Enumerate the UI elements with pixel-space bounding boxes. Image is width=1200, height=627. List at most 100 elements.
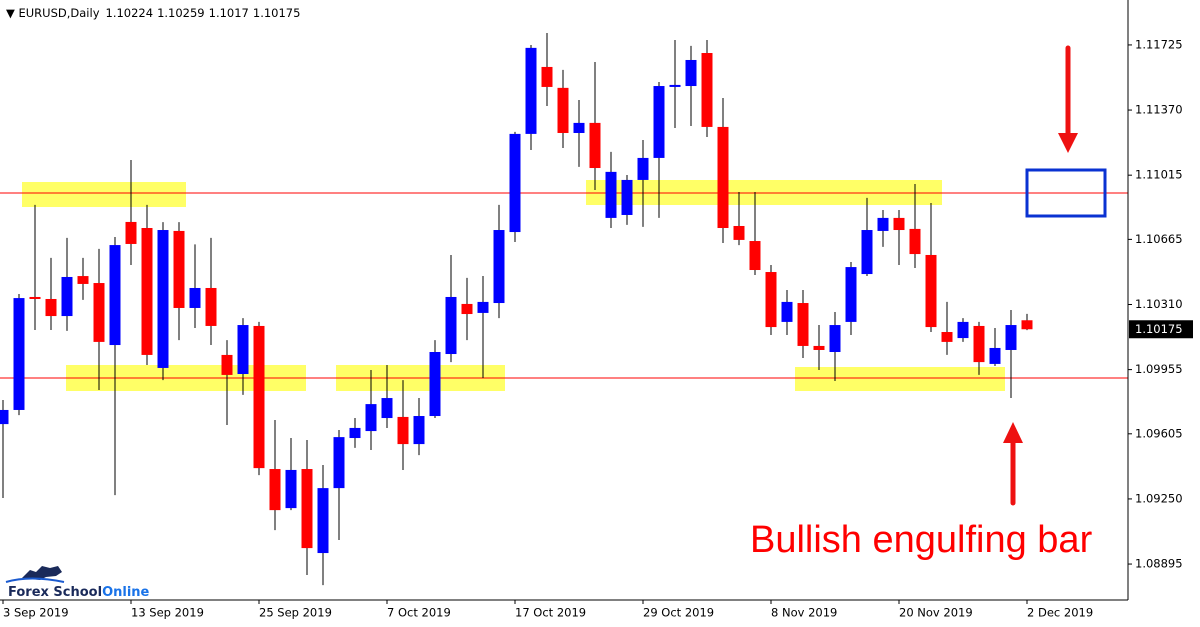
candle-body xyxy=(93,283,105,342)
up-arrow xyxy=(1003,422,1023,506)
candle-body xyxy=(205,287,217,326)
candle-body xyxy=(61,276,73,317)
x-tick-label: 2 Dec 2019 xyxy=(1027,606,1093,620)
candle-body xyxy=(141,228,153,355)
candle-body xyxy=(765,272,777,328)
candle-body xyxy=(173,230,185,308)
candle-body xyxy=(733,225,745,240)
candle-body xyxy=(333,437,345,489)
candle-body xyxy=(413,416,425,445)
candle-body xyxy=(269,469,281,511)
y-tick-label: 1.11015 xyxy=(1135,168,1183,182)
y-tick-label: 1.11370 xyxy=(1135,103,1183,117)
candle-body xyxy=(13,298,25,410)
candle-body xyxy=(861,230,873,275)
support-zone xyxy=(22,182,186,207)
candle-body xyxy=(813,345,825,350)
candle-body xyxy=(493,230,505,304)
x-tick-label: 8 Nov 2019 xyxy=(771,606,837,620)
candle-body xyxy=(317,488,329,554)
last-price-label: 1.10175 xyxy=(1135,322,1183,336)
candle-body xyxy=(701,53,713,127)
y-tick-label: 1.09605 xyxy=(1135,426,1183,440)
annotation: Bullish engulfing bar xyxy=(750,519,1093,561)
candle-body xyxy=(253,325,265,469)
logo-text: Forex SchoolOnline xyxy=(8,585,150,600)
support-zone xyxy=(795,367,1005,391)
candle-body xyxy=(429,352,441,417)
y-tick-label: 1.10310 xyxy=(1135,297,1183,311)
y-tick-label: 1.10665 xyxy=(1135,232,1183,246)
candle-body xyxy=(877,217,889,231)
candle-body xyxy=(637,157,649,180)
candle-body xyxy=(653,86,665,158)
candle-body xyxy=(557,87,569,133)
x-tick-label: 25 Sep 2019 xyxy=(259,606,332,620)
candle-body xyxy=(477,301,489,313)
x-tick-label: 20 Nov 2019 xyxy=(899,606,973,620)
y-tick-label: 1.09955 xyxy=(1135,362,1183,376)
candle-body xyxy=(349,427,361,439)
ohlc-close: 1.10175 xyxy=(253,6,301,20)
candle-body xyxy=(1005,325,1017,350)
x-tick-label: 13 Sep 2019 xyxy=(131,606,204,620)
candle-body xyxy=(957,321,969,339)
candle-body xyxy=(685,59,697,87)
ohlc-low: 1.1017 xyxy=(209,6,249,20)
candle-body xyxy=(589,122,601,169)
candle-body xyxy=(77,276,89,284)
candle-body xyxy=(221,354,233,375)
y-tick-label: 1.11725 xyxy=(1135,37,1183,51)
candle-body xyxy=(845,267,857,322)
logo: Forex SchoolOnline xyxy=(5,566,150,600)
candle-body xyxy=(461,303,473,315)
candle-body xyxy=(717,126,729,229)
candle-body xyxy=(0,409,9,425)
candle-body xyxy=(989,347,1001,364)
x-tick-label: 29 Oct 2019 xyxy=(643,606,714,620)
symbol: EURUSD,Daily xyxy=(19,6,100,20)
candle-body xyxy=(973,325,985,363)
y-tick-label: 1.08895 xyxy=(1135,557,1183,571)
candle-body xyxy=(285,469,297,509)
candle-body xyxy=(669,84,681,87)
x-tick-label: 7 Oct 2019 xyxy=(387,606,451,620)
candle-body xyxy=(829,325,841,353)
candle-body xyxy=(29,296,41,299)
chart-header: ▼ EURUSD,Daily 1.10224 1.10259 1.1017 1.1017… xyxy=(6,6,300,20)
candle-body xyxy=(941,332,953,342)
candle-body xyxy=(45,298,57,317)
candle-body xyxy=(397,416,409,445)
candle-body xyxy=(525,47,537,134)
candle-body xyxy=(381,398,393,419)
candle-body xyxy=(109,245,121,346)
logo-part: Forex School xyxy=(8,585,102,600)
y-tick-label: 1.09250 xyxy=(1135,491,1183,505)
candle-body xyxy=(365,404,377,432)
candle-body xyxy=(749,241,761,271)
candle-body xyxy=(1021,320,1033,330)
x-tick-label: 17 Oct 2019 xyxy=(515,606,586,620)
candle-body xyxy=(541,66,553,87)
candle-body xyxy=(509,133,521,233)
candle-body xyxy=(781,301,793,322)
candle-body xyxy=(893,217,905,231)
down-arrow xyxy=(1058,45,1078,153)
last-price-box xyxy=(1129,320,1193,339)
candle-body xyxy=(189,287,201,308)
candle-body xyxy=(797,303,809,346)
axes: 1.11725 1.11370 1.11015 1.10665 1.10310 1.099… xyxy=(2,37,1193,620)
candle-body xyxy=(157,230,169,368)
ohlc-open: 1.10224 xyxy=(106,6,154,20)
candles xyxy=(0,33,1033,586)
logo-part: Online xyxy=(102,585,149,600)
x-tick-label: 3 Sep 2019 xyxy=(3,606,69,620)
candle-body xyxy=(445,296,457,355)
candle-body xyxy=(605,171,617,218)
candle-body xyxy=(301,469,313,549)
candle-body xyxy=(925,254,937,328)
ohlc-high: 1.10259 xyxy=(157,6,205,20)
candle-body xyxy=(621,179,633,215)
